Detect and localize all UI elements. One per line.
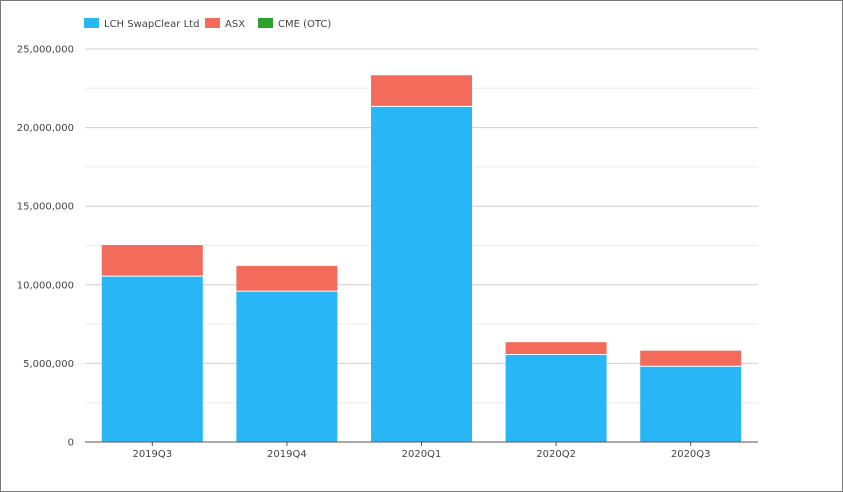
y-tick-label: 15,000,000 <box>17 202 74 213</box>
bar-segment[interactable] <box>236 265 338 292</box>
legend-swatch <box>258 18 273 28</box>
legend-label: CME (OTC) <box>278 19 331 30</box>
legend-item[interactable]: ASX <box>205 18 245 30</box>
y-tick-label: 25,000,000 <box>17 45 74 56</box>
x-tick-label: 2020Q3 <box>671 449 711 460</box>
bar-segment[interactable] <box>505 342 607 355</box>
axis-layer: 0 5,000,000 10,000,000 15,000,000 20,000,000… <box>17 45 758 460</box>
bar-segment[interactable] <box>101 276 203 442</box>
bar-layer <box>101 75 742 443</box>
legend-swatch <box>84 18 99 28</box>
legend-item[interactable]: CME (OTC) <box>258 18 331 30</box>
legend-label: ASX <box>225 19 245 30</box>
x-tick-label: 2020Q1 <box>402 449 442 460</box>
y-tick-label: 20,000,000 <box>17 123 74 134</box>
bar-segment[interactable] <box>640 350 742 367</box>
bar-segment[interactable] <box>505 354 607 442</box>
bar-segment[interactable] <box>640 366 742 442</box>
bar-segment[interactable] <box>371 106 472 443</box>
x-tick-label: 2019Q4 <box>267 449 307 460</box>
y-tick-label: 5,000,000 <box>23 359 74 370</box>
x-tick-label: 2019Q3 <box>132 449 172 460</box>
y-tick-label: 0 <box>68 438 74 449</box>
y-tick-label: 10,000,000 <box>17 280 74 291</box>
legend: LCH SwapClear Ltd ASX CME (OTC) <box>84 18 331 30</box>
legend-item[interactable]: LCH SwapClear Ltd <box>84 18 199 30</box>
bar-segment[interactable] <box>236 291 338 442</box>
bar-segment[interactable] <box>371 75 472 107</box>
x-tick-label: 2020Q2 <box>536 449 576 460</box>
legend-label: LCH SwapClear Ltd <box>104 19 199 30</box>
bar-segment[interactable] <box>101 245 203 277</box>
legend-swatch <box>205 18 220 28</box>
